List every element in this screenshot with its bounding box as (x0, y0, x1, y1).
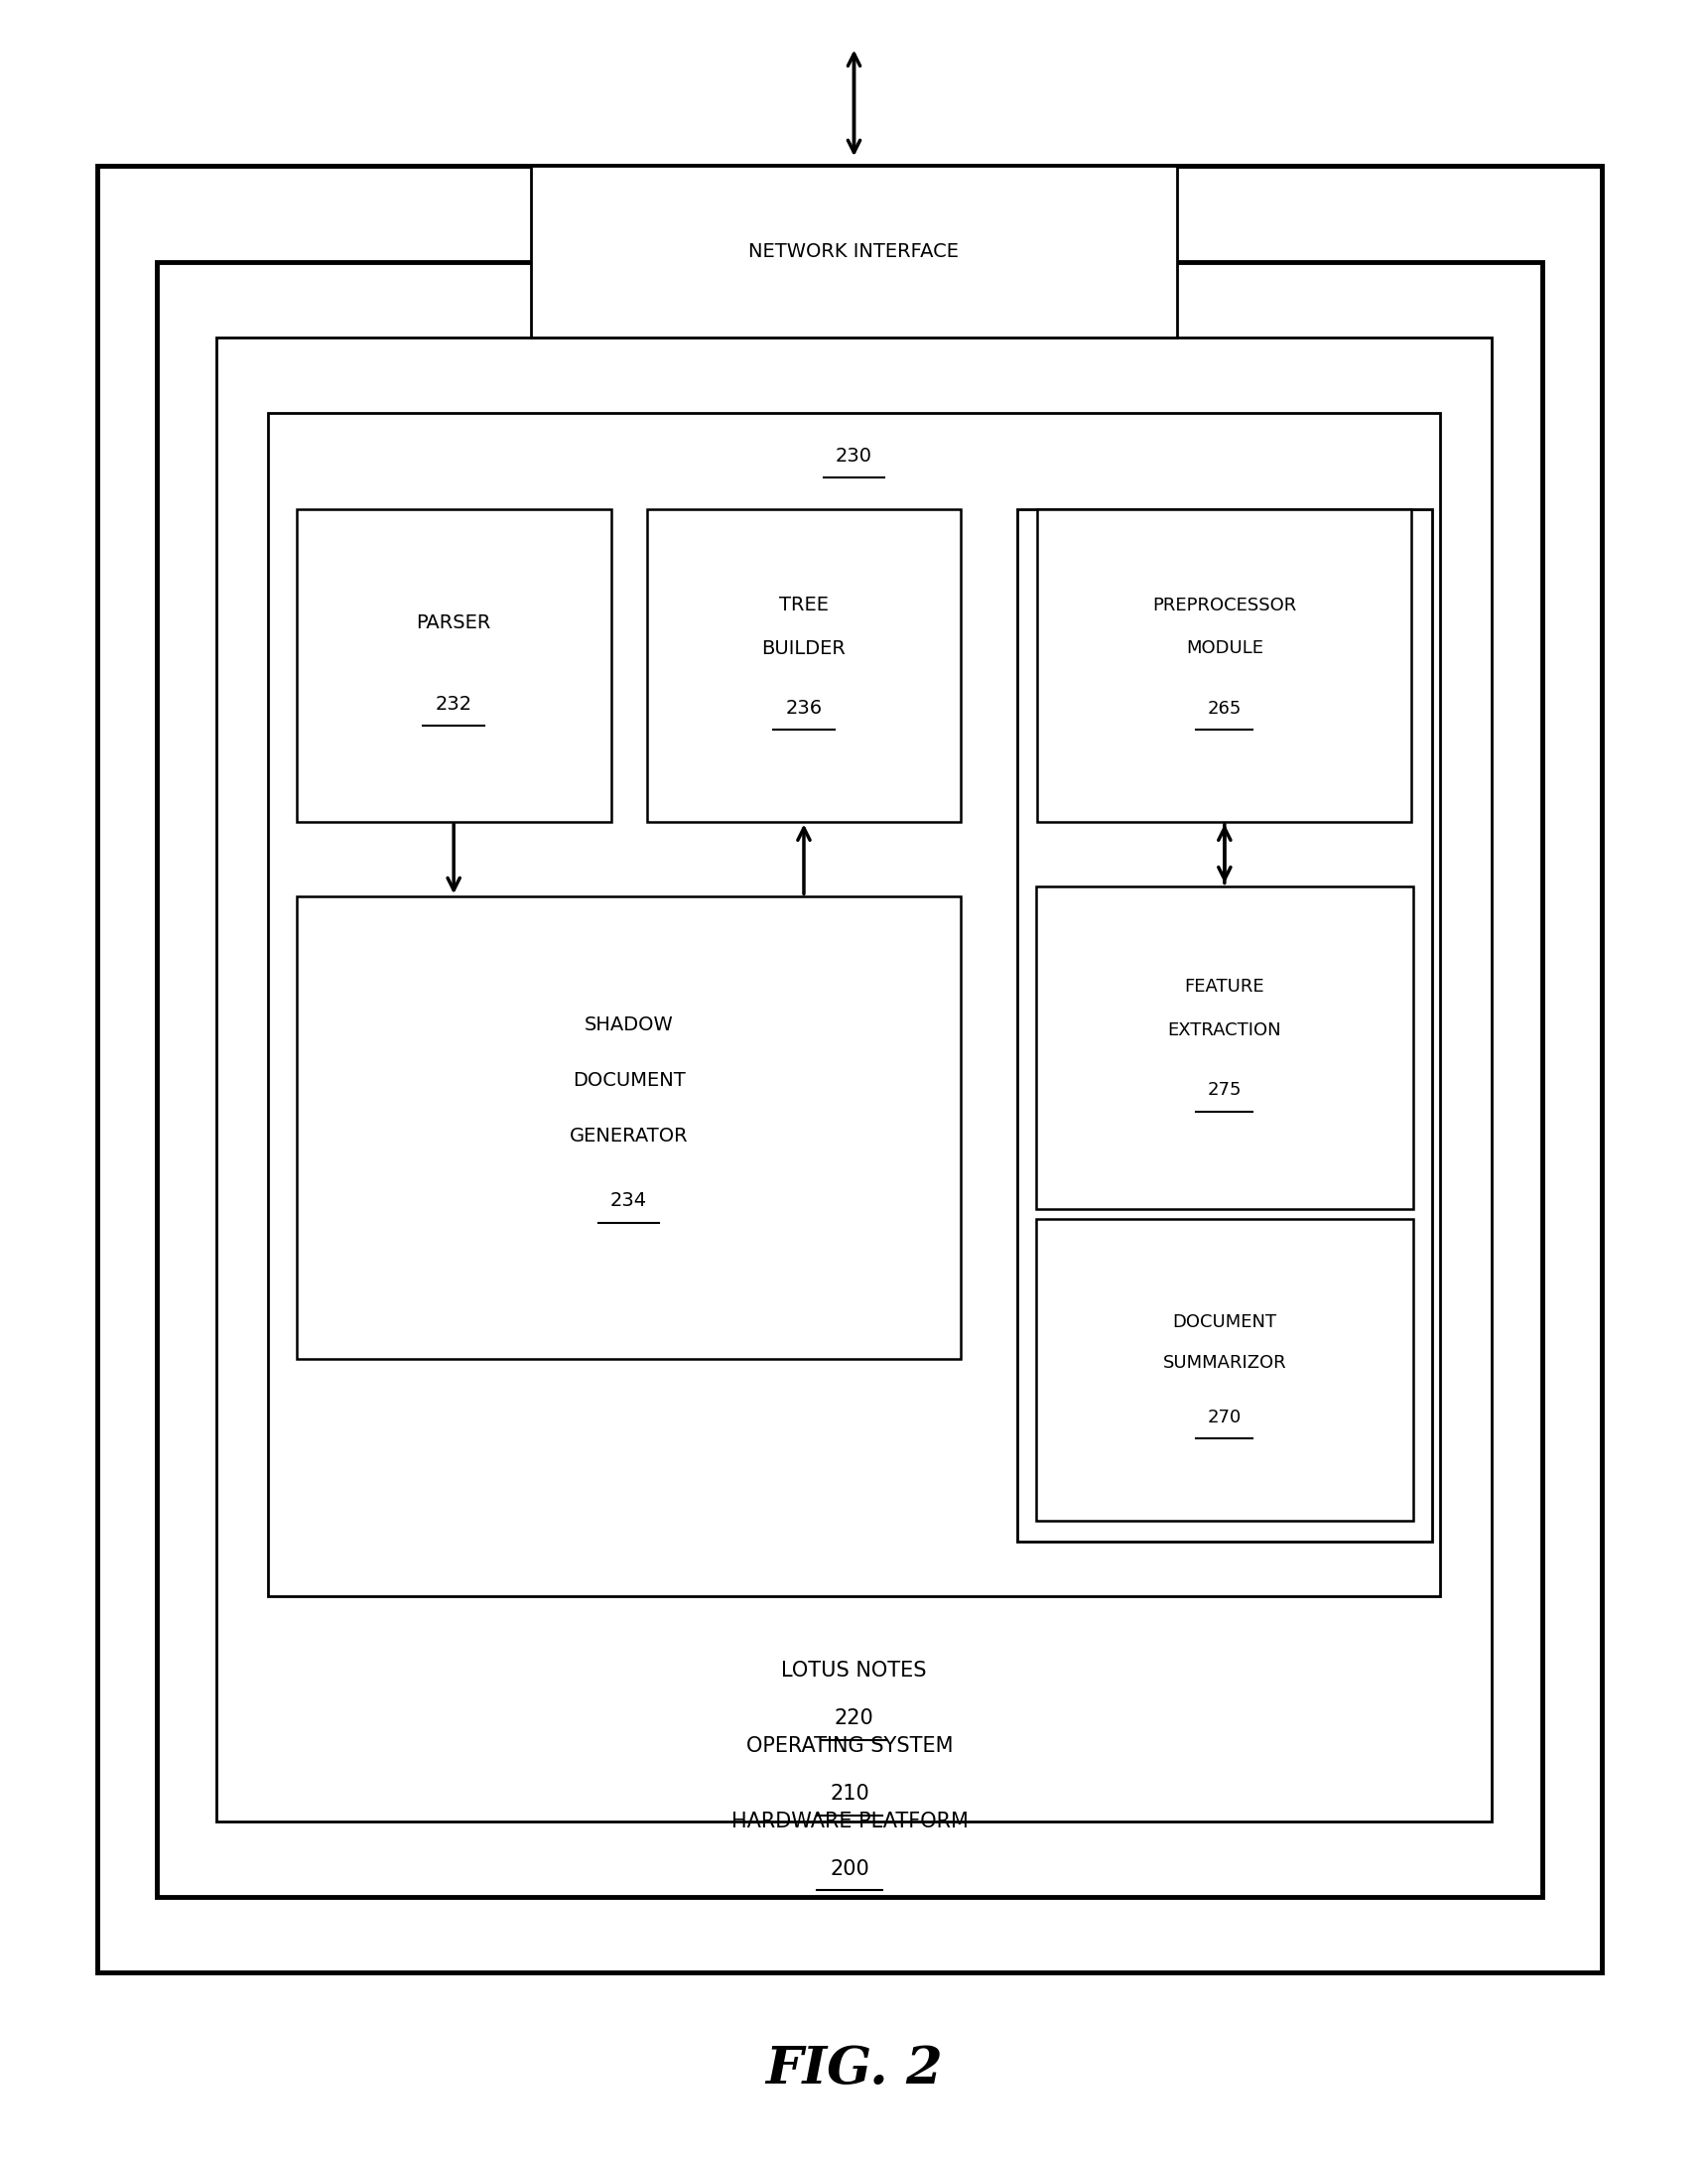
Text: 270: 270 (1208, 1408, 1242, 1427)
Text: 265: 265 (1208, 700, 1242, 717)
Text: SHADOW: SHADOW (584, 1015, 673, 1034)
FancyBboxPatch shape (1035, 1220, 1413, 1520)
Text: 210: 210 (830, 1783, 869, 1803)
Text: DOCUMENT: DOCUMENT (1172, 1313, 1276, 1332)
FancyBboxPatch shape (647, 510, 962, 820)
FancyBboxPatch shape (297, 510, 611, 820)
FancyBboxPatch shape (97, 166, 1602, 1971)
Text: NETWORK INTERFACE: NETWORK INTERFACE (748, 242, 960, 261)
Text: PREPROCESSOR: PREPROCESSOR (1153, 596, 1296, 613)
FancyBboxPatch shape (217, 337, 1491, 1822)
FancyBboxPatch shape (1035, 885, 1413, 1209)
Text: EXTRACTION: EXTRACTION (1168, 1021, 1281, 1038)
FancyBboxPatch shape (1037, 510, 1411, 820)
Text: GENERATOR: GENERATOR (569, 1127, 688, 1146)
FancyBboxPatch shape (297, 896, 962, 1360)
FancyBboxPatch shape (157, 261, 1542, 1898)
Text: SUMMARIZOR: SUMMARIZOR (1163, 1354, 1286, 1373)
Text: TREE: TREE (779, 596, 828, 615)
Text: 232: 232 (436, 695, 471, 715)
Text: PARSER: PARSER (417, 613, 492, 633)
Text: LOTUS NOTES: LOTUS NOTES (781, 1660, 927, 1682)
Text: OPERATING SYSTEM: OPERATING SYSTEM (746, 1736, 953, 1755)
Text: FIG. 2: FIG. 2 (765, 2045, 943, 2094)
Text: 220: 220 (834, 1708, 874, 1727)
Text: 275: 275 (1208, 1082, 1242, 1099)
Text: 236: 236 (786, 700, 822, 719)
Text: HARDWARE PLATFORM: HARDWARE PLATFORM (731, 1811, 968, 1831)
Text: BUILDER: BUILDER (762, 639, 845, 658)
Text: 230: 230 (835, 447, 873, 464)
Text: DOCUMENT: DOCUMENT (572, 1071, 685, 1090)
Text: 234: 234 (610, 1192, 647, 1211)
Text: 200: 200 (830, 1859, 869, 1878)
Text: MODULE: MODULE (1185, 639, 1264, 656)
FancyBboxPatch shape (1018, 510, 1431, 1542)
FancyBboxPatch shape (531, 166, 1177, 337)
Text: FEATURE: FEATURE (1185, 978, 1264, 995)
FancyBboxPatch shape (268, 412, 1440, 1596)
